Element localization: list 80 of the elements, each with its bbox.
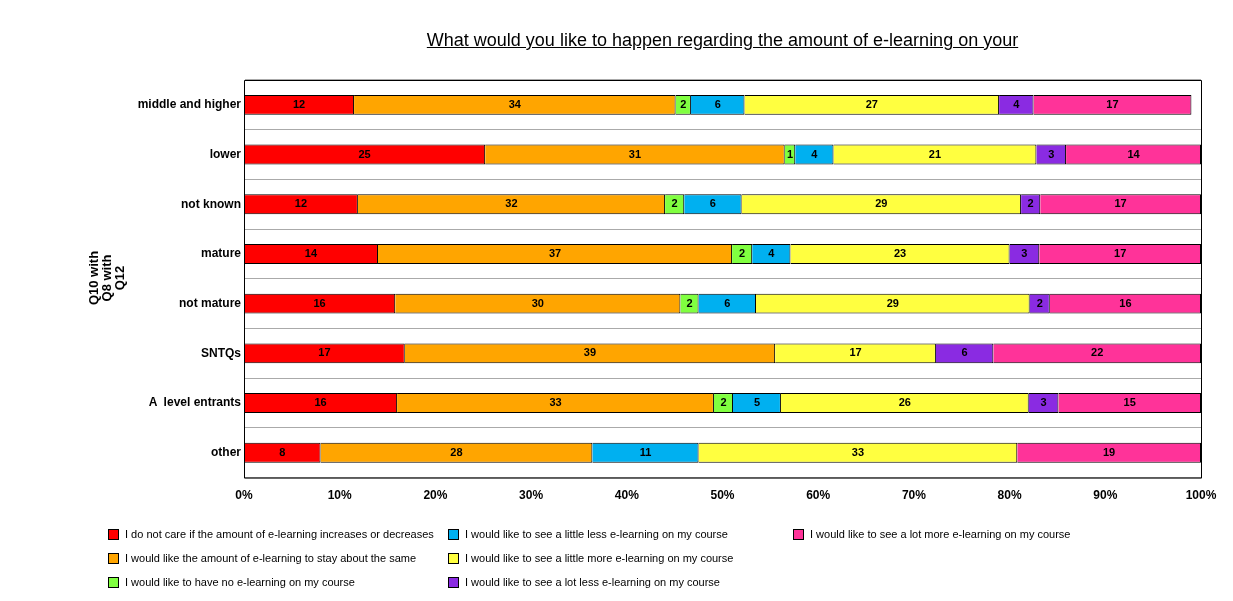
- x-tick-label: 20%: [423, 488, 448, 503]
- data-label: 14: [1127, 147, 1141, 160]
- y-tick-label: lower: [209, 146, 242, 161]
- data-label: 2: [671, 197, 678, 210]
- data-label: 2: [686, 296, 693, 309]
- data-label: 16: [314, 396, 327, 409]
- x-tick-label: 40%: [614, 488, 640, 503]
- data-label: 32: [505, 197, 518, 210]
- data-label: 4: [1013, 97, 1021, 110]
- data-label: 27: [865, 97, 878, 110]
- data-label: 29: [886, 296, 899, 309]
- x-tick-label: 70%: [901, 488, 927, 503]
- y-tick-label: middle and higher: [137, 97, 242, 112]
- data-label: 8: [279, 445, 286, 458]
- data-label: 6: [724, 296, 731, 309]
- data-label: 39: [583, 346, 597, 359]
- data-label: 2: [720, 396, 727, 409]
- x-tick-label: 50%: [710, 488, 735, 503]
- data-label: 14: [304, 246, 318, 259]
- data-label: 3: [1040, 396, 1047, 409]
- data-label: 25: [358, 147, 371, 160]
- data-label: 3: [1021, 246, 1028, 259]
- data-label: 16: [1119, 296, 1132, 309]
- y-axis-title: Q10 with Q8 with Q12: [85, 249, 127, 308]
- data-label: 37: [548, 246, 562, 259]
- y-tick-label: not known: [181, 196, 241, 211]
- data-label: 26: [898, 396, 911, 409]
- data-label: 17: [1114, 197, 1127, 210]
- data-label: 2: [1036, 296, 1043, 309]
- data-label: 34: [508, 97, 522, 110]
- y-tick-label: not mature: [178, 295, 242, 310]
- x-tick-label: 30%: [519, 488, 544, 503]
- x-tick-label: 90%: [1093, 488, 1118, 503]
- data-label: 15: [1123, 396, 1136, 409]
- data-label: 12: [292, 97, 306, 110]
- data-label: 30: [531, 296, 544, 309]
- y-tick-label: other: [211, 445, 242, 460]
- data-label: 21: [928, 147, 942, 160]
- legend-label: I would like to see a lot less e-learning on my course: [465, 576, 720, 588]
- data-label: 17: [1106, 97, 1119, 110]
- data-label: 17: [1114, 246, 1127, 259]
- y-tick-label: mature: [200, 246, 242, 261]
- data-label: 2: [739, 246, 746, 259]
- legend-label: I would like to have no e-learning on my course: [125, 576, 355, 588]
- data-label: 2: [1027, 197, 1034, 210]
- data-label: 29: [875, 197, 888, 210]
- y-tick-label: SNTQs: [200, 345, 242, 360]
- x-tick-label: 10%: [327, 488, 353, 503]
- data-label: 4: [768, 246, 776, 259]
- data-label: 3: [1048, 147, 1055, 160]
- data-label: 22: [1091, 346, 1104, 359]
- legend-label: I would like the amount of e-learning to stay about the same: [125, 552, 417, 564]
- data-label: 23: [893, 246, 907, 259]
- data-label: 16: [313, 296, 326, 309]
- data-label: 17: [318, 346, 331, 359]
- chart-title: What would you like to happen regarding the amount of e-learning on your: [426, 30, 1019, 50]
- data-label: 12: [294, 197, 308, 210]
- data-label: 19: [1103, 445, 1116, 458]
- data-label: 6: [714, 97, 721, 110]
- data-label: 4: [811, 147, 819, 160]
- data-label: 5: [753, 396, 761, 409]
- x-tick-label: 100%: [1185, 488, 1217, 503]
- legend-label: I would like to see a little less e-learning on my course: [465, 528, 728, 540]
- data-label: 33: [851, 445, 865, 458]
- data-label: 1: [786, 147, 794, 160]
- data-label: 2: [680, 97, 687, 110]
- data-label: 6: [961, 346, 968, 359]
- x-tick-label: 0%: [235, 488, 253, 503]
- x-tick-label: 80%: [997, 488, 1022, 503]
- legend-label: I would like to see a little more e-learning on my course: [465, 552, 734, 564]
- data-label: 31: [628, 147, 642, 160]
- legend-label: I do not care if the amount of e-learning increases or decreases: [125, 528, 434, 540]
- data-label: 11: [639, 445, 652, 458]
- data-label: 17: [849, 346, 862, 359]
- data-label: 33: [549, 396, 562, 409]
- x-tick-label: 60%: [806, 488, 831, 503]
- data-label: 28: [450, 445, 463, 458]
- y-tick-label: A level entrants: [148, 395, 242, 410]
- legend-label: I would like to see a lot more e-learning on my course: [810, 528, 1071, 540]
- data-label: 6: [709, 197, 716, 210]
